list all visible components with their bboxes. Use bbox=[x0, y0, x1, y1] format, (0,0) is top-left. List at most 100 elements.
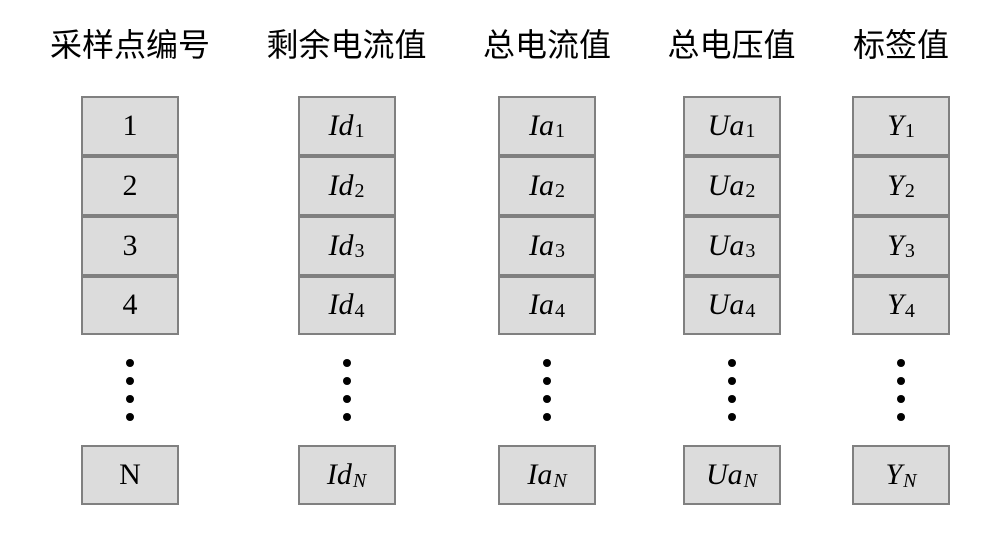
dot-icon bbox=[543, 413, 551, 421]
dot-icon bbox=[126, 359, 134, 367]
cell-base: Ia bbox=[529, 288, 554, 322]
cell-subscript: 4 bbox=[355, 300, 365, 323]
cell-subscript: 2 bbox=[905, 180, 915, 203]
dot-icon bbox=[126, 395, 134, 403]
cell-base: Ua bbox=[708, 109, 745, 143]
cell-base: Ia bbox=[527, 458, 552, 492]
dot-icon bbox=[897, 395, 905, 403]
cell-subscript: 2 bbox=[745, 180, 755, 203]
column-header: 采样点编号 bbox=[50, 20, 210, 66]
dot-icon bbox=[543, 377, 551, 385]
cell-subscript: 4 bbox=[555, 300, 565, 323]
cell-subscript: N bbox=[744, 470, 757, 493]
cell-base: Y bbox=[887, 169, 904, 203]
data-cell: 4 bbox=[81, 276, 179, 336]
cell-subscript: 3 bbox=[905, 240, 915, 263]
column-header: 剩余电流值 bbox=[267, 20, 427, 66]
ellipsis-dots bbox=[543, 345, 551, 435]
cell-subscript: 4 bbox=[905, 300, 915, 323]
cell-base: Ua bbox=[708, 229, 745, 263]
cell-base: Id bbox=[329, 288, 354, 322]
cell-subscript: 3 bbox=[555, 240, 565, 263]
column-1: 剩余电流值Id1Id2Id3Id4IdN bbox=[267, 20, 427, 505]
ellipsis-dots bbox=[897, 345, 905, 435]
cell-subscript: 1 bbox=[905, 120, 915, 143]
data-cell: Ia2 bbox=[498, 156, 596, 216]
dot-icon bbox=[543, 395, 551, 403]
ellipsis-dots bbox=[126, 345, 134, 435]
data-cell: YN bbox=[852, 445, 950, 505]
cell-subscript: N bbox=[553, 470, 566, 493]
dot-icon bbox=[897, 413, 905, 421]
data-cell: N bbox=[81, 445, 179, 505]
data-cell: Y3 bbox=[852, 216, 950, 276]
data-cell: Ua3 bbox=[683, 216, 781, 276]
dot-icon bbox=[343, 377, 351, 385]
data-cell: Ia4 bbox=[498, 276, 596, 336]
dot-icon bbox=[343, 395, 351, 403]
dot-icon bbox=[728, 359, 736, 367]
data-cell: Id1 bbox=[298, 96, 396, 156]
dot-icon bbox=[543, 359, 551, 367]
dot-icon bbox=[728, 395, 736, 403]
column-header: 总电压值 bbox=[668, 20, 796, 66]
column-header: 总电流值 bbox=[483, 20, 611, 66]
dot-icon bbox=[126, 413, 134, 421]
data-cell: Id4 bbox=[298, 276, 396, 336]
cell-base: Id bbox=[329, 169, 354, 203]
cell-subscript: 3 bbox=[355, 240, 365, 263]
cell-subscript: N bbox=[353, 470, 366, 493]
data-cell: Id3 bbox=[298, 216, 396, 276]
dot-icon bbox=[343, 359, 351, 367]
cell-subscript: 4 bbox=[745, 300, 755, 323]
data-cell: Ia1 bbox=[498, 96, 596, 156]
data-cell: Ua1 bbox=[683, 96, 781, 156]
cell-base: Ua bbox=[706, 458, 743, 492]
dot-icon bbox=[728, 377, 736, 385]
cell-base: Y bbox=[887, 229, 904, 263]
data-cell: 1 bbox=[81, 96, 179, 156]
column-2: 总电流值Ia1Ia2Ia3Ia4IaN bbox=[483, 20, 611, 505]
data-cell: Ua2 bbox=[683, 156, 781, 216]
cell-base: Ia bbox=[529, 109, 554, 143]
data-cell: IdN bbox=[298, 445, 396, 505]
column-header: 标签值 bbox=[853, 20, 949, 66]
cell-base: Id bbox=[329, 229, 354, 263]
dot-icon bbox=[728, 413, 736, 421]
cell-base: Y bbox=[885, 458, 902, 492]
data-cell: Y2 bbox=[852, 156, 950, 216]
cell-subscript: 2 bbox=[355, 180, 365, 203]
column-0: 采样点编号 1234 N bbox=[50, 20, 210, 505]
cell-subscript: 3 bbox=[745, 240, 755, 263]
dot-icon bbox=[343, 413, 351, 421]
cell-base: Ia bbox=[529, 169, 554, 203]
cell-base: Ua bbox=[708, 288, 745, 322]
data-cell: Ua4 bbox=[683, 276, 781, 336]
ellipsis-dots bbox=[728, 345, 736, 435]
dot-icon bbox=[126, 377, 134, 385]
cell-subscript: 1 bbox=[745, 120, 755, 143]
data-cell: IaN bbox=[498, 445, 596, 505]
data-cell: 3 bbox=[81, 216, 179, 276]
data-cell: Y1 bbox=[852, 96, 950, 156]
data-cell: UaN bbox=[683, 445, 781, 505]
cell-base: Ia bbox=[529, 229, 554, 263]
cell-subscript: 1 bbox=[355, 120, 365, 143]
dot-icon bbox=[897, 377, 905, 385]
cell-base: Id bbox=[327, 458, 352, 492]
dot-icon bbox=[897, 359, 905, 367]
cell-subscript: 2 bbox=[555, 180, 565, 203]
cell-base: Id bbox=[329, 109, 354, 143]
ellipsis-dots bbox=[343, 345, 351, 435]
data-cell: Ia3 bbox=[498, 216, 596, 276]
cell-subscript: 1 bbox=[555, 120, 565, 143]
column-4: 标签值Y1Y2Y3Y4YN bbox=[852, 20, 950, 505]
data-cell: Y4 bbox=[852, 276, 950, 336]
column-3: 总电压值Ua1Ua2Ua3Ua4UaN bbox=[668, 20, 796, 505]
data-cell: Id2 bbox=[298, 156, 396, 216]
cell-base: Ua bbox=[708, 169, 745, 203]
cell-subscript: N bbox=[903, 470, 916, 493]
data-cell: 2 bbox=[81, 156, 179, 216]
cell-base: Y bbox=[887, 109, 904, 143]
cell-base: Y bbox=[887, 288, 904, 322]
